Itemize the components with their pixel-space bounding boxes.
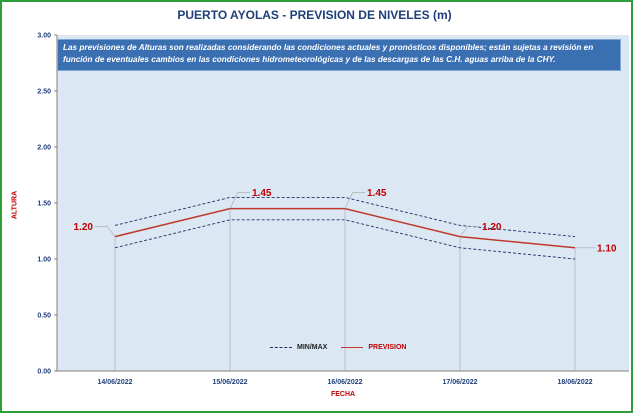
x-tick-label: 17/06/2022 xyxy=(442,379,477,386)
plot-area xyxy=(57,35,629,371)
y-tick-label: 1.00 xyxy=(37,257,51,264)
drop-lines xyxy=(114,208,576,371)
y-axis-title: ALTURA xyxy=(11,190,19,220)
data-label-leader xyxy=(459,226,480,237)
chart-title: PUERTO AYOLAS - PREVISION DE NIVELES (m) xyxy=(177,8,452,22)
data-label-leader xyxy=(95,226,116,237)
legend-label-minmax: MIN/MAX xyxy=(297,344,328,351)
series-line-minmax-max xyxy=(114,196,576,238)
data-label: 1.20 xyxy=(482,222,502,233)
x-axis: 14/06/2022 15/06/2022 16/06/2022 17/06/2022… xyxy=(57,370,629,386)
legend-item-prevision: PREVISION xyxy=(341,344,406,351)
legend: MIN/MAX PREVISION xyxy=(270,344,420,351)
forecast-disclaimer-note: Las previsiones de Alturas son realizada… xyxy=(57,39,621,71)
data-label-leader xyxy=(229,192,250,209)
data-label: 1.10 xyxy=(597,243,617,254)
data-label: 1.45 xyxy=(252,188,272,199)
legend-swatch-minmax xyxy=(270,347,292,348)
x-tick-label: 14/06/2022 xyxy=(97,379,132,386)
x-axis-title: FECHA xyxy=(330,391,356,398)
legend-label-prevision: PREVISION xyxy=(368,344,407,351)
legend-swatch-prevision xyxy=(341,347,364,348)
y-tick-label: 2.50 xyxy=(37,89,51,96)
y-tick-label: 2.00 xyxy=(37,145,51,152)
data-labels: 1.20 1.45 1.45 1.20 1.10 xyxy=(74,188,617,254)
data-label: 1.45 xyxy=(367,188,387,199)
legend-item-minmax: MIN/MAX xyxy=(270,344,327,351)
y-axis: 0.00 0.50 1.00 1.50 2.00 2.50 3.00 xyxy=(37,33,58,376)
data-label: 1.20 xyxy=(74,222,94,233)
series-line-minmax-min xyxy=(114,219,576,260)
x-tick-label: 18/06/2022 xyxy=(557,379,592,386)
y-tick-label: 0.00 xyxy=(37,369,51,376)
x-tick-label: 15/06/2022 xyxy=(212,379,247,386)
data-label-leader xyxy=(344,192,365,209)
y-tick-label: 0.50 xyxy=(37,313,51,320)
y-tick-label: 1.50 xyxy=(37,201,51,208)
y-tick-label: 3.00 xyxy=(37,33,51,40)
x-tick-label: 16/06/2022 xyxy=(327,379,362,386)
